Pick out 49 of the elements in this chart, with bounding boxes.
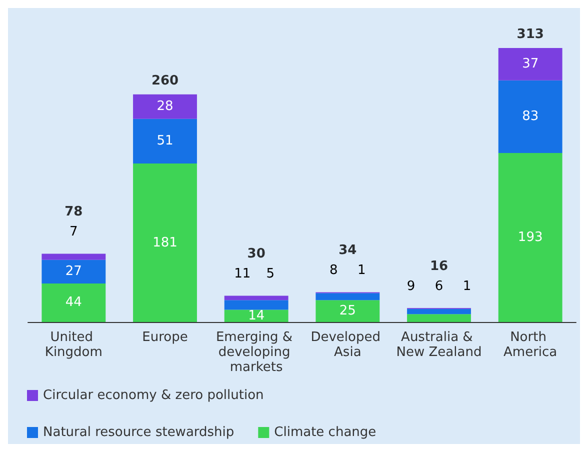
- data-label: 181: [152, 235, 178, 250]
- data-label: 44: [65, 295, 82, 310]
- bar: [133, 94, 197, 119]
- bar: [133, 164, 197, 322]
- data-label: 51: [156, 134, 174, 149]
- total-label: 16: [430, 258, 448, 274]
- x-tick-label: Europe: [142, 330, 188, 345]
- bar: [42, 260, 106, 284]
- data-label: 28: [156, 99, 174, 114]
- total-label: 260: [151, 73, 179, 88]
- bar: [224, 300, 288, 310]
- x-tick-label: Australia & New Zealand: [396, 330, 482, 360]
- bar: [316, 300, 380, 322]
- bar: [133, 118, 197, 164]
- x-tick-label: North America: [504, 330, 558, 360]
- legend-label: Natural resource stewardship: [43, 425, 234, 440]
- total-label: 30: [247, 246, 266, 262]
- bar: [316, 293, 380, 300]
- x-tick-label: United Kingdom: [44, 330, 102, 360]
- data-label: 83: [522, 109, 539, 124]
- data-label: 193: [518, 230, 543, 246]
- bar: [407, 314, 471, 322]
- x-tick-label: Developed Asia: [310, 330, 385, 360]
- data-label: 5: [266, 266, 274, 282]
- bar: [407, 308, 471, 314]
- data-label: 9: [406, 278, 416, 294]
- data-label: 14: [248, 308, 265, 324]
- data-label: 11: [234, 266, 251, 282]
- bar: [224, 296, 288, 300]
- data-label: 25: [339, 304, 356, 319]
- legend-label: Circular economy & zero pollution: [43, 388, 264, 403]
- data-label: 7: [70, 224, 78, 240]
- data-label: 6: [434, 278, 444, 294]
- bar: [498, 153, 562, 322]
- data-label: 8: [330, 263, 338, 278]
- x-tick-label: Emerging & developing markets: [216, 330, 297, 375]
- total-label: 34: [338, 243, 357, 258]
- bar: [498, 80, 562, 154]
- data-label: 1: [358, 263, 366, 278]
- bar: [42, 283, 106, 322]
- data-label: 27: [65, 264, 82, 280]
- data-label: 37: [522, 56, 539, 72]
- total-label: 313: [516, 27, 544, 42]
- bar: [498, 48, 562, 80]
- bar: [224, 310, 288, 322]
- legend-label: Climate change: [274, 425, 376, 440]
- data-label: 1: [462, 278, 472, 294]
- bar: [42, 254, 106, 260]
- total-label: 78: [64, 204, 83, 220]
